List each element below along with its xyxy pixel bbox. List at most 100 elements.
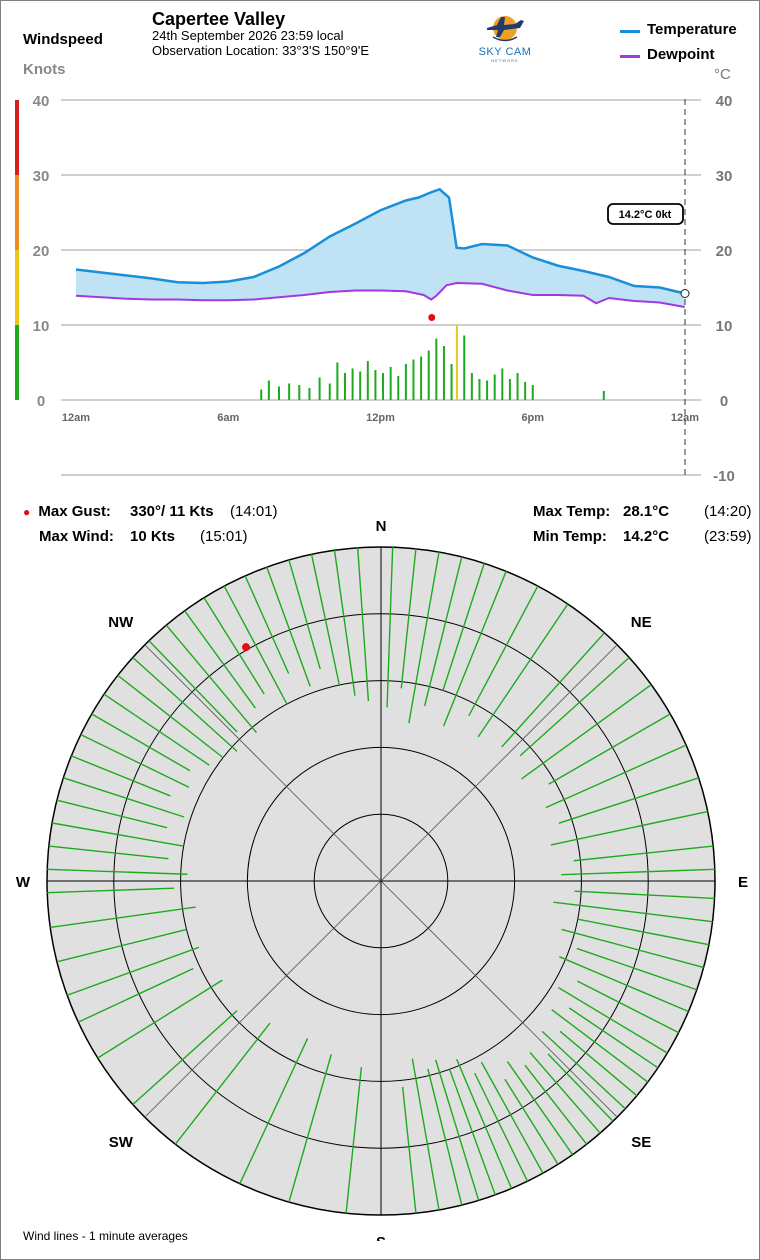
compass-label-sw: SW <box>109 1134 134 1151</box>
observation-location: Observation Location: 33°3'S 150°9'E <box>152 43 370 58</box>
wind-line <box>47 887 175 894</box>
wind-speed-bar <box>508 379 511 400</box>
wind-speed-bar <box>450 364 453 400</box>
wind-scale-segment <box>15 250 19 325</box>
wind-line <box>408 551 440 724</box>
time-series-chart: 0 10 20 30 40 -10 0 10 20 30 40 12am 6am 12pm 6pm 12am 1… <box>15 93 735 485</box>
compass-label-nw: NW <box>108 614 134 631</box>
current-readout-text: 14.2°C 0kt <box>619 209 672 221</box>
wind-speed-bar <box>351 368 354 400</box>
wind-speed-bar <box>267 380 270 400</box>
wind-line <box>548 713 671 785</box>
wind-speed-bar <box>412 359 415 400</box>
x-tick-label: 12am <box>62 412 90 424</box>
wind-line <box>400 548 417 689</box>
max-gust-label: Max Gust: <box>38 503 111 520</box>
wind-line <box>56 799 168 829</box>
y-right-tick-label: 40 <box>716 93 733 110</box>
compass-label-w: W <box>16 874 31 891</box>
current-reading-marker <box>680 289 690 298</box>
wind-speed-bar <box>397 376 400 400</box>
wind-line <box>117 674 224 759</box>
max-temp-time: (14:20) <box>704 503 752 520</box>
wind-speed-bar <box>288 383 291 400</box>
wind-line <box>77 967 194 1023</box>
station-name: Capertee Valley <box>152 9 286 29</box>
temperature-dewpoint-fill <box>76 189 685 307</box>
wind-line <box>501 632 606 748</box>
wind-line <box>547 1053 614 1122</box>
wind-speed-bar <box>278 386 280 400</box>
wind-line <box>574 890 715 900</box>
wind-line <box>521 684 652 780</box>
wind-speed-bar <box>343 373 346 400</box>
compass-label-ne: NE <box>631 614 652 631</box>
compass-label-s: S <box>376 1234 386 1241</box>
wind-speed-bar <box>486 380 489 400</box>
max-temp-label: Max Temp: <box>533 503 611 520</box>
wind-speed-bar <box>478 379 481 400</box>
wind-line <box>288 559 321 670</box>
wind-speed-bar <box>374 370 377 400</box>
max-wind-value: 10 Kts <box>130 528 176 545</box>
wind-line <box>558 777 699 824</box>
wind-speed-bar <box>298 385 301 400</box>
sky-cam-logo: SKY CAM NETWORK <box>479 16 531 63</box>
legend-dewpoint-swatch <box>620 55 640 58</box>
wind-line <box>333 550 356 696</box>
max-gust-value: 330°/ 11 Kts <box>130 503 214 520</box>
wind-speed-bar <box>602 391 605 400</box>
wind-rose-spoke <box>380 644 618 882</box>
wind-speed-bar <box>336 362 339 400</box>
knots-unit-label: Knots <box>23 61 66 78</box>
wind-speed-bar <box>516 373 519 400</box>
wind-speed-bar <box>382 373 385 400</box>
wind-speed-bar <box>318 377 321 400</box>
max-temp-value: 28.1°C <box>623 503 670 520</box>
wind-speed-bar <box>308 388 311 400</box>
wind-line <box>558 987 668 1054</box>
x-tick-label: 12pm <box>366 412 395 424</box>
wind-line <box>71 755 171 797</box>
wind-line <box>561 868 715 876</box>
wind-line <box>468 585 539 717</box>
wind-line <box>551 1009 649 1083</box>
min-temp-value: 14.2°C <box>623 528 670 545</box>
wind-line <box>577 980 679 1034</box>
y-right-tick-label: 30 <box>716 168 733 185</box>
wind-line <box>97 979 223 1059</box>
wind-line <box>519 656 630 757</box>
wind-line <box>223 585 288 705</box>
wind-line <box>480 1061 544 1174</box>
compass-label-se: SE <box>631 1134 651 1151</box>
wind-line <box>56 928 187 963</box>
wind-speed-bar <box>470 373 473 400</box>
wind-line <box>48 845 169 860</box>
y-left-tick-label: 0 <box>37 393 45 410</box>
wind-line <box>345 1066 363 1214</box>
wind-line <box>132 656 238 752</box>
wind-scale-segment <box>15 175 19 250</box>
wind-speed-bar <box>366 361 369 400</box>
wind-speed-bar <box>531 385 534 400</box>
wind-line <box>550 810 708 846</box>
wind-speed-bar <box>328 383 331 400</box>
wind-line <box>541 1030 626 1110</box>
wind-scale-segment <box>15 325 19 400</box>
wind-line <box>423 556 463 707</box>
wind-speed-bar <box>420 356 423 400</box>
dewpoint-line <box>75 281 685 308</box>
wind-speed-bar <box>404 364 407 400</box>
wind-line <box>435 1059 480 1201</box>
min-temp-label: Min Temp: <box>533 528 607 545</box>
temperature-line <box>75 187 686 295</box>
wind-line <box>442 571 507 727</box>
y-left-tick-label: 40 <box>33 93 50 110</box>
legend-dewpoint-label: Dewpoint <box>647 46 715 63</box>
y-left-tick-label: 10 <box>33 318 50 335</box>
wind-line <box>174 1022 271 1145</box>
wind-line <box>442 563 485 691</box>
rose-max-gust-marker <box>242 643 250 652</box>
wind-rose: N NE E SE S SW W NW <box>16 518 748 1241</box>
wind-line <box>51 822 184 847</box>
